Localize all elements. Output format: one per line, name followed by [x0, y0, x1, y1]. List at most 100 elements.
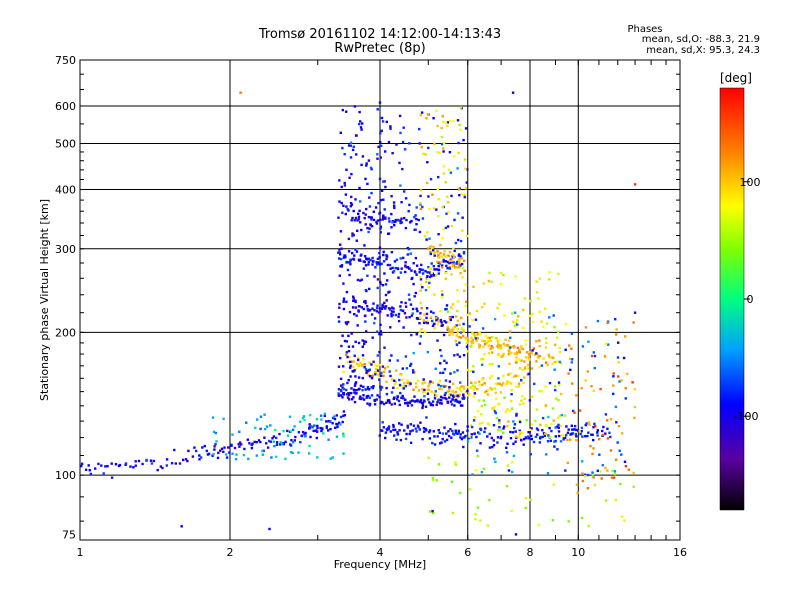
data-point: [509, 336, 512, 339]
data-point: [420, 111, 424, 114]
data-point: [431, 324, 435, 327]
data-point: [384, 150, 387, 153]
data-point: [372, 210, 375, 213]
data-point: [381, 215, 385, 219]
data-point: [319, 414, 323, 417]
data-point: [421, 268, 425, 272]
data-point: [575, 394, 578, 397]
data-point: [376, 369, 380, 372]
data-point: [415, 317, 419, 320]
data-point: [473, 385, 476, 388]
data-point: [504, 410, 508, 414]
data-point: [150, 462, 154, 465]
data-point: [560, 392, 563, 396]
data-point: [352, 145, 355, 148]
data-point: [591, 474, 595, 477]
data-point: [433, 443, 437, 446]
data-point: [466, 425, 469, 428]
data-point: [410, 269, 413, 272]
data-point: [312, 429, 315, 433]
data-point: [466, 168, 469, 171]
data-point: [359, 397, 363, 401]
data-point: [400, 267, 403, 270]
data-point: [351, 234, 354, 238]
data-point: [520, 399, 523, 402]
data-point: [345, 290, 349, 294]
data-point: [483, 382, 486, 385]
data-point: [452, 247, 455, 250]
data-point: [418, 127, 421, 131]
data-point: [505, 382, 508, 385]
data-point: [304, 434, 307, 437]
data-point: [393, 260, 397, 263]
data-point: [354, 306, 358, 309]
data-point: [383, 180, 386, 183]
data-point: [463, 193, 466, 197]
data-point: [368, 368, 371, 371]
data-point: [474, 318, 478, 321]
data-point: [423, 313, 426, 316]
data-point: [347, 393, 351, 397]
data-point: [592, 351, 595, 354]
data-point: [356, 278, 360, 282]
data-point: [439, 243, 442, 247]
data-point: [342, 256, 346, 259]
data-point: [365, 330, 368, 333]
data-point: [602, 433, 605, 437]
data-point: [394, 220, 397, 223]
data-point: [336, 423, 339, 426]
data-point: [557, 426, 560, 429]
data-point: [382, 217, 385, 220]
data-point: [447, 430, 450, 433]
data-point: [587, 431, 590, 434]
data-point: [316, 456, 319, 459]
data-point: [355, 362, 359, 366]
data-point: [378, 256, 381, 259]
data-point: [508, 339, 511, 342]
data-point: [453, 218, 456, 222]
data-point: [425, 117, 428, 120]
data-point: [482, 282, 486, 285]
data-point: [368, 196, 371, 199]
data-point: [429, 245, 432, 248]
data-point: [586, 487, 590, 490]
data-point: [374, 266, 377, 269]
data-point: [333, 417, 337, 421]
data-point: [383, 367, 387, 370]
data-point: [535, 360, 538, 363]
data-point: [437, 272, 440, 275]
x-tick-label: 10: [571, 546, 585, 559]
data-point: [405, 316, 408, 319]
data-point: [443, 385, 446, 388]
data-point: [467, 437, 470, 440]
data-point: [415, 399, 419, 403]
data-point: [394, 428, 397, 431]
data-point: [523, 366, 527, 369]
data-point: [415, 307, 418, 310]
data-point: [398, 429, 401, 432]
data-point: [592, 447, 595, 450]
data-point: [394, 313, 398, 317]
data-point: [588, 423, 591, 426]
data-point: [404, 301, 407, 305]
data-point: [409, 441, 413, 444]
data-point: [462, 445, 465, 449]
grid-lines: [80, 60, 680, 540]
data-point: [376, 157, 379, 160]
data-point: [570, 358, 574, 361]
data-point: [424, 270, 427, 273]
data-point: [441, 115, 444, 118]
data-point: [375, 368, 378, 371]
data-point: [465, 181, 468, 184]
data-point: [354, 134, 358, 137]
data-point: [541, 429, 544, 432]
data-point: [469, 424, 473, 427]
data-point: [367, 257, 370, 260]
data-point: [363, 340, 366, 343]
data-point: [439, 318, 443, 322]
data-point: [450, 403, 454, 406]
data-point: [547, 434, 550, 437]
data-point: [339, 423, 342, 426]
data-point: [444, 277, 448, 281]
data-point: [309, 413, 312, 417]
